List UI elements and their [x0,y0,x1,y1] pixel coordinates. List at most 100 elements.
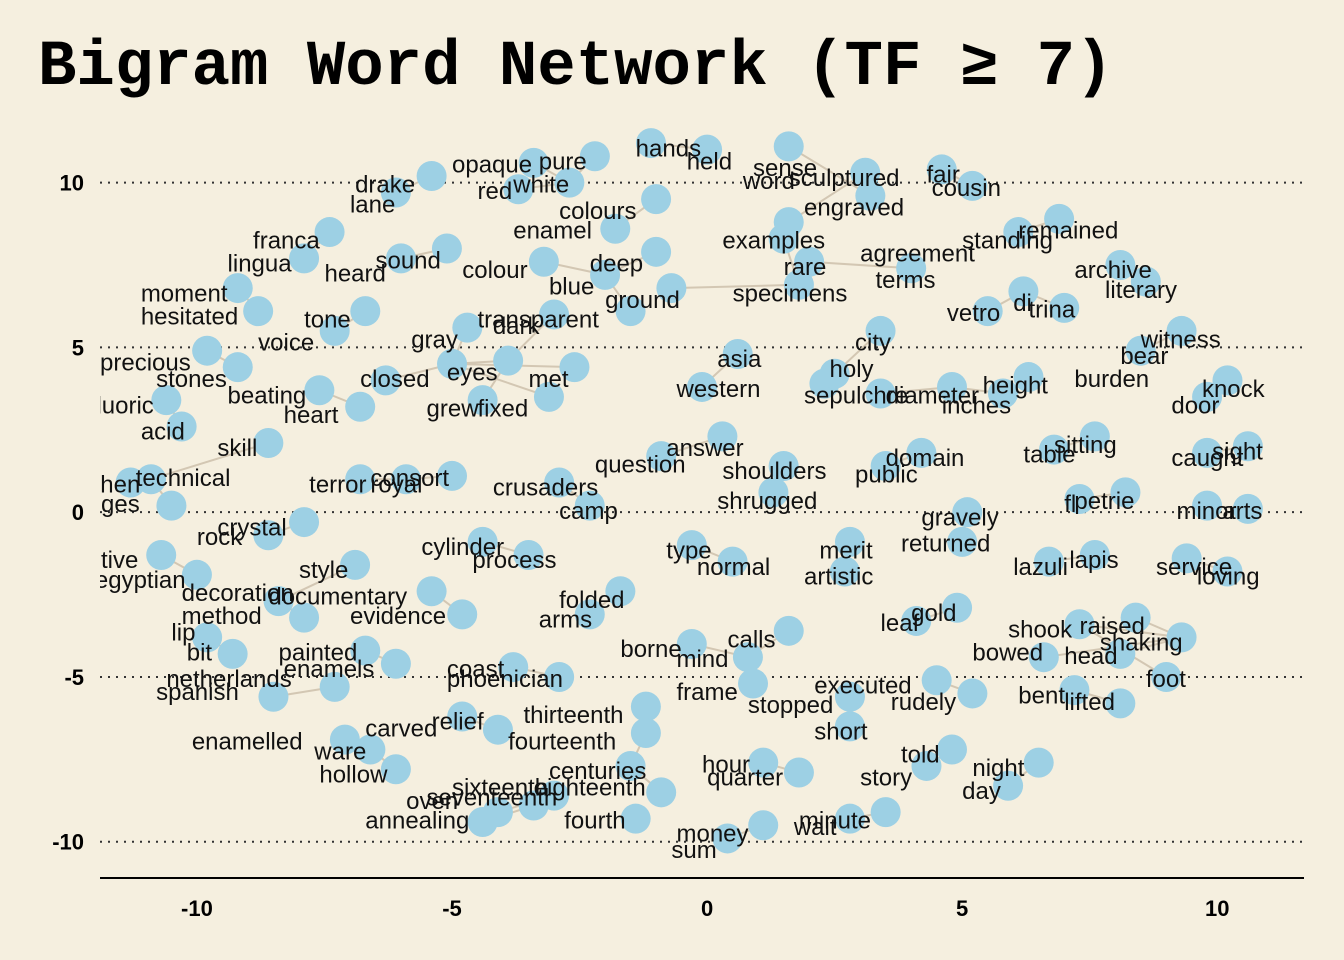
node-fl [1110,477,1141,508]
node-label-type: type [666,537,711,564]
node-label-consort: consort [370,465,449,492]
node-sense [773,131,804,162]
node-city [865,315,896,346]
node-label-sepulchre: sepulchre [804,382,908,409]
node-label-dark: dark [493,313,541,340]
node-label-stopped: stopped [748,692,833,719]
node-sitting [1079,421,1110,452]
node-public [870,451,901,482]
node-label-merit: merit [819,537,873,564]
chart-title: Bigram Word Network (TF ≥ 7) [38,32,1113,104]
node-label-cylinder: cylinder [421,534,504,561]
node-sum [748,810,779,841]
node-label-white: white [512,172,569,199]
node-drake [416,161,447,192]
node-label-di: di [1013,290,1032,317]
node-label-question: question [595,452,686,479]
node-crusaders [544,467,575,498]
node-label-shook: shook [1008,616,1073,643]
node-shook [1028,642,1059,673]
node-burden [1013,362,1044,393]
node-quarter [783,757,814,788]
node-style [340,549,371,580]
node-question [646,441,677,472]
node-coast [498,652,529,683]
node-skill [253,427,284,458]
node-grew [467,385,498,416]
node-table [1039,434,1070,465]
node-label-sight: sight [1212,438,1263,465]
node-hesitated [243,296,274,327]
node-diameter [865,378,896,409]
node-witness [1166,315,1197,346]
node-heart [345,391,376,422]
node-label-painted: painted [279,639,358,666]
node-label-engraved: engraved [804,195,904,222]
node-minor [1192,490,1223,521]
node-red [503,174,534,205]
edge-skill-technical [150,442,269,481]
node-raised [1064,609,1095,640]
node-label-held: held [687,148,732,175]
y-tick-label: -5 [64,665,84,690]
node-evidence [447,599,478,630]
node-di [1008,276,1039,307]
node-label-evidence: evidence [350,603,446,630]
node-label-oven: oven [406,788,458,815]
node-label-enamelled: enamelled [192,728,303,755]
node-label-beating: beating [228,382,307,409]
node-label-skill: skill [217,435,257,462]
node-frame [738,668,769,699]
node-label-shrugged: shrugged [717,488,817,515]
node-label-archive: archive [1074,257,1151,284]
node-label-sixteenth: sixteenth [452,775,548,802]
node-label-centuries: centuries [549,758,646,785]
node-label-public: public [855,462,918,489]
node-rare [783,269,814,300]
node-label-fl: fl [1064,491,1076,518]
y-tick-label: 10 [60,171,84,196]
node-label-technical: technical [136,465,231,492]
node-label-remained: remained [1018,218,1118,245]
node-white [554,167,585,198]
node-crystal [289,507,320,538]
node-beating [304,375,335,406]
node-fourteenth [630,717,661,748]
node-label-franca: franca [253,228,320,255]
node-label-rock: rock [197,524,243,551]
node-stopped [834,681,865,712]
node-cylinder [467,526,498,557]
node-label-process: process [472,547,556,574]
node-asia [722,338,753,369]
node-arms [574,599,605,630]
node-label-diameter: diameter [886,382,979,409]
node-knock [1212,365,1243,396]
node-egyptian [181,559,212,590]
node-opaque [518,147,549,178]
node-label-frame: frame [676,679,737,706]
node-label-blue: blue [549,274,594,301]
node-colours [641,184,672,215]
node-label-minor: minor [1176,498,1236,525]
node-label-normal: normal [697,554,770,581]
node-mind [732,642,763,673]
node-rock [253,520,284,551]
node-label-gold: gold [911,600,956,627]
node-label-western: western [675,376,760,403]
node-label-trina: trina [1029,297,1076,324]
node-label-folded: folded [559,587,624,614]
node-label-hesitated: hesitated [141,303,238,330]
node-relief [447,701,478,732]
node-painted [350,635,381,666]
node-label-shaking: shaking [1100,630,1183,657]
node-label-primitive: primitive [49,547,138,574]
node-label-spanish: spanish [156,679,239,706]
node-label-fair: fair [926,162,959,189]
node-service [1171,543,1202,574]
node-wait [834,803,865,834]
node-label-bent: bent [1018,682,1065,709]
node-label-phoenician: phoenician [447,666,563,693]
node-label-carved: carved [365,715,437,742]
node-deep [641,236,672,267]
node-calls [773,615,804,646]
